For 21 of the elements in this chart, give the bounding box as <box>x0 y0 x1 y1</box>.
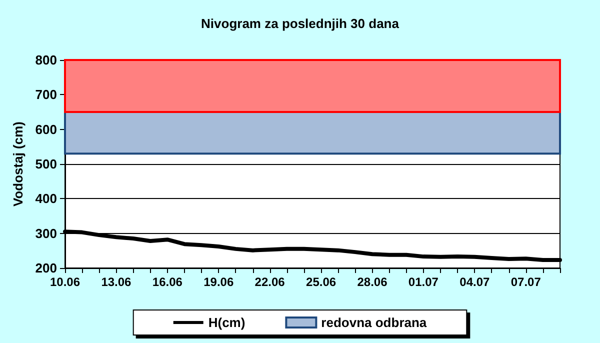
x-tick-label: 16.06 <box>152 275 183 289</box>
legend-label: redovna odbrana <box>321 315 428 330</box>
x-tick-label: 01.07 <box>408 275 439 289</box>
x-tick-label: 10.06 <box>50 275 80 289</box>
y-tick-label: 500 <box>35 156 57 172</box>
x-tick-label: 28.06 <box>357 275 388 289</box>
x-tick-label: 04.07 <box>460 275 490 289</box>
y-tick-label: 800 <box>35 52 57 68</box>
chart-title: Nivogram za poslednjih 30 dana <box>201 16 400 31</box>
legend-label: H(cm) <box>208 315 246 330</box>
x-tick-label: 19.06 <box>204 275 234 289</box>
x-tick-label: 22.06 <box>254 275 286 289</box>
y-tick-label: 200 <box>35 260 57 276</box>
y-tick-label: 400 <box>35 191 57 206</box>
y-tick-label: 700 <box>35 87 57 102</box>
y-tick-label: 300 <box>35 226 57 241</box>
y-axis-title: Vodostaj (cm) <box>10 122 26 206</box>
x-tick-label: 13.06 <box>101 275 132 289</box>
y-tick-label: 600 <box>35 122 57 137</box>
x-tick-label: 07.07 <box>510 275 542 289</box>
x-tick-label: 25.06 <box>306 275 336 289</box>
